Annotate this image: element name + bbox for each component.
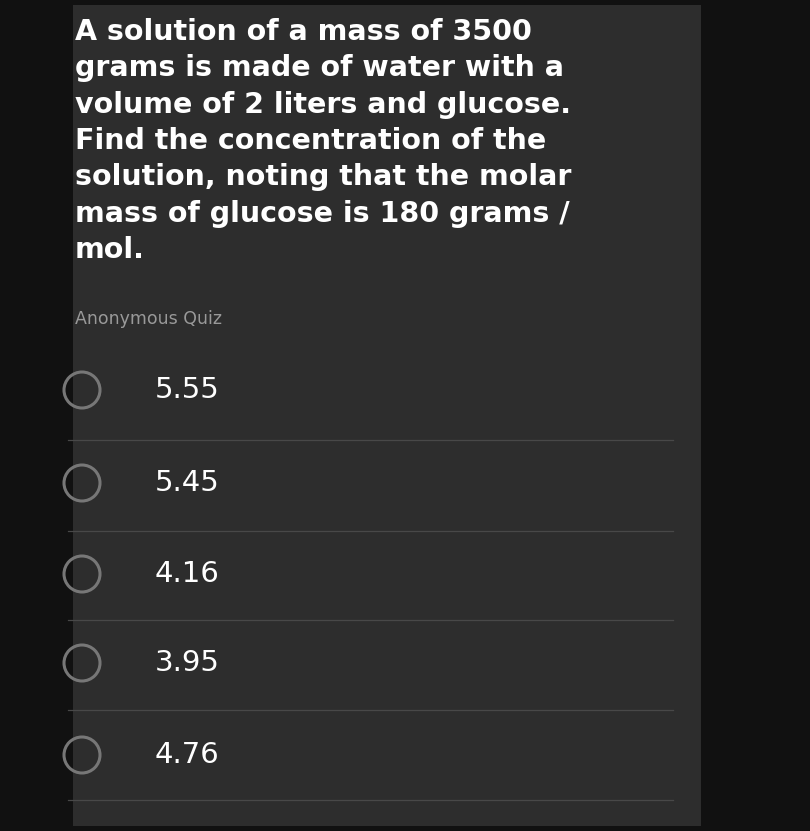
Text: 4.16: 4.16 xyxy=(155,560,220,588)
Text: Anonymous Quiz: Anonymous Quiz xyxy=(75,310,222,328)
Text: 5.45: 5.45 xyxy=(155,469,220,497)
Text: 3.95: 3.95 xyxy=(155,649,220,677)
Text: 4.76: 4.76 xyxy=(155,741,220,769)
Text: A solution of a mass of 3500
grams is made of water with a
volume of 2 liters an: A solution of a mass of 3500 grams is ma… xyxy=(75,18,571,264)
Bar xyxy=(73,5,701,826)
Text: 5.55: 5.55 xyxy=(155,376,220,404)
